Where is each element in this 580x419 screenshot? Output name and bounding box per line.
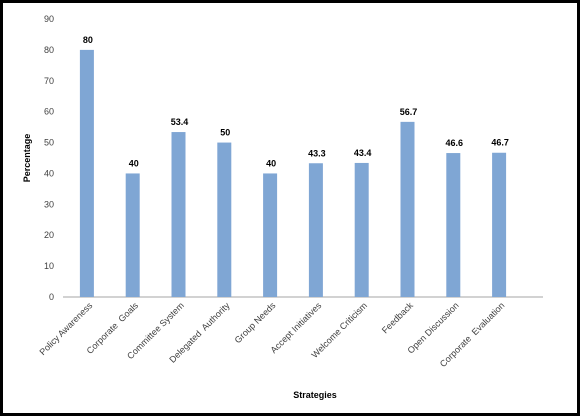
bar — [446, 153, 461, 297]
data-label: 40 — [129, 158, 139, 168]
y-tick-label: 10 — [44, 261, 54, 271]
data-label: 43.3 — [308, 148, 326, 158]
bar — [263, 173, 278, 297]
y-tick-label: 80 — [44, 45, 54, 55]
bar — [400, 121, 415, 297]
bar-chart: 0 10 20 30 40 50 60 70 80 90 80 40 53.4 50 40 43.3 43.4… — [22, 14, 543, 400]
bar — [79, 49, 94, 298]
data-label: 53.4 — [171, 117, 189, 127]
data-label: 40 — [266, 158, 276, 168]
x-tick-label: Group Needs — [233, 300, 278, 345]
bar — [217, 142, 232, 297]
data-label: 46.6 — [446, 138, 464, 148]
data-label: 56.7 — [400, 107, 418, 117]
y-tick-label: 20 — [44, 230, 54, 240]
data-label: 50 — [220, 128, 230, 138]
data-label: 46.7 — [491, 138, 509, 148]
y-tick-label: 30 — [44, 199, 54, 209]
data-label: 43.4 — [354, 148, 372, 158]
y-axis-title: Percentage — [22, 134, 32, 183]
y-tick-label: 90 — [44, 14, 54, 24]
y-tick-label: 60 — [44, 107, 54, 117]
bar — [354, 162, 369, 297]
y-tick-label: 0 — [49, 292, 54, 302]
bar — [492, 152, 507, 297]
bar — [308, 163, 323, 297]
bar — [171, 132, 186, 297]
bar — [125, 173, 140, 297]
x-tick-label: Feedback — [380, 300, 415, 335]
y-tick-label: 40 — [44, 168, 54, 178]
x-axis-title: Strategies — [293, 390, 337, 400]
y-tick-label: 70 — [44, 76, 54, 86]
y-tick-label: 50 — [44, 138, 54, 148]
data-label: 80 — [83, 35, 93, 45]
